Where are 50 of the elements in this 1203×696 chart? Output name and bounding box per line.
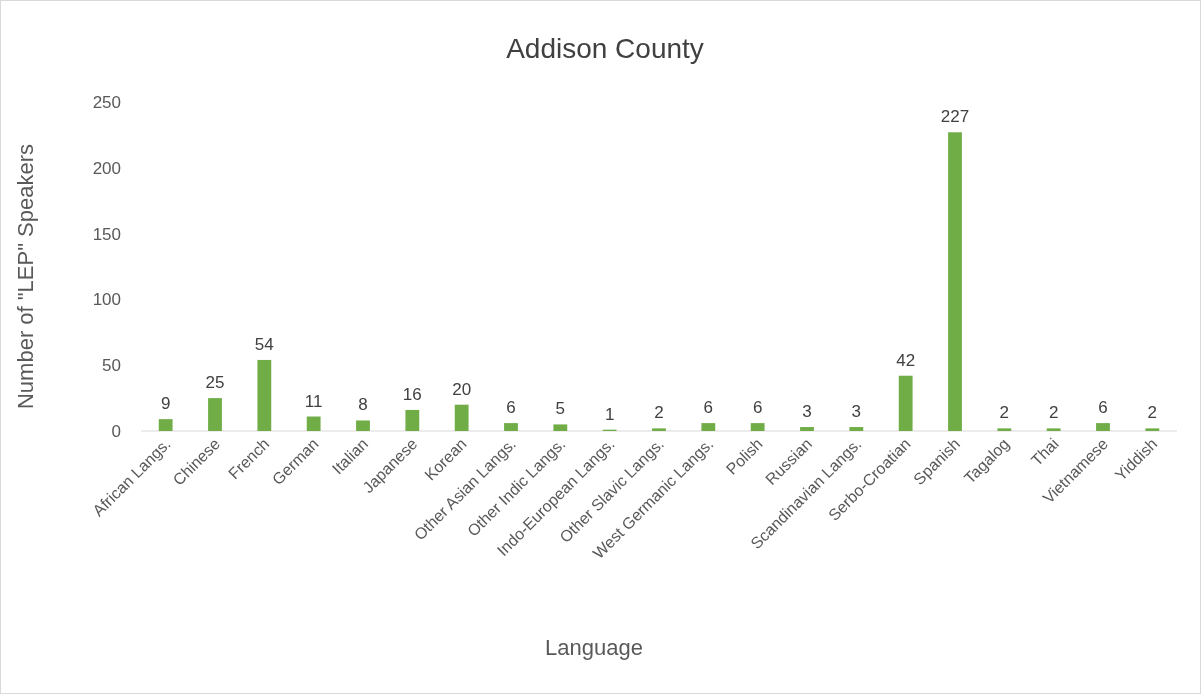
data-label: 227	[940, 107, 970, 127]
data-label: 6	[506, 398, 516, 418]
data-label: 6	[1098, 398, 1108, 418]
data-label: 54	[254, 334, 274, 354]
bar	[208, 398, 222, 431]
y-tick-label: 0	[111, 422, 121, 441]
y-axis-title: Number of "LEP" Speakers	[13, 143, 38, 410]
bar	[750, 423, 765, 431]
y-tick-label: 150	[92, 224, 121, 244]
data-label: 5	[555, 399, 566, 419]
bar	[356, 420, 370, 431]
data-label: 8	[358, 395, 368, 415]
data-label: 20	[452, 379, 472, 399]
y-tick-label: 200	[92, 158, 121, 178]
data-label: 6	[703, 398, 714, 418]
data-label: 11	[304, 391, 323, 411]
bar	[849, 427, 864, 431]
data-label: 16	[402, 384, 422, 404]
bar	[405, 409, 420, 431]
data-label: 2	[654, 403, 664, 423]
x-axis-title: Language	[545, 635, 643, 660]
bar	[898, 375, 913, 431]
data-label: 1	[604, 404, 615, 424]
bar	[504, 423, 518, 431]
bar	[1145, 428, 1160, 431]
bar	[158, 419, 173, 431]
bar	[652, 428, 666, 431]
bar	[1096, 423, 1110, 431]
y-tick-label: 50	[102, 356, 121, 376]
bar	[997, 428, 1012, 431]
data-label: 25	[205, 373, 225, 393]
chart-title: Addison County	[506, 33, 704, 64]
bar	[553, 424, 568, 431]
data-label: 9	[160, 394, 171, 414]
bar	[454, 404, 469, 431]
data-label: 2	[1048, 403, 1059, 423]
y-tick-label: 100	[92, 290, 121, 310]
bar	[257, 359, 272, 431]
bar	[800, 427, 814, 431]
bar	[701, 423, 716, 431]
bar	[1046, 428, 1061, 431]
data-label: 2	[1147, 403, 1158, 423]
data-label: 3	[851, 402, 862, 422]
data-label: 3	[802, 402, 812, 422]
bar	[948, 132, 962, 431]
data-label: 2	[999, 403, 1010, 423]
bar	[306, 416, 321, 431]
y-tick-label: 250	[92, 93, 121, 112]
data-label: 6	[752, 398, 763, 418]
data-label: 42	[896, 350, 916, 370]
